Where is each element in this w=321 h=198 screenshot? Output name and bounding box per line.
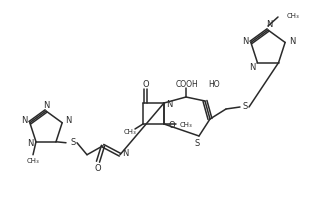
Text: N: N — [249, 63, 256, 72]
Text: N: N — [65, 116, 71, 125]
Text: N: N — [242, 37, 248, 46]
Text: CH₃: CH₃ — [27, 158, 39, 164]
Text: N: N — [21, 116, 27, 125]
Text: CH₃: CH₃ — [287, 13, 300, 19]
Text: CH₃: CH₃ — [180, 122, 192, 128]
Text: N: N — [166, 100, 172, 109]
Text: S: S — [70, 138, 76, 147]
Text: N: N — [122, 149, 128, 158]
Text: S: S — [195, 140, 200, 148]
Text: N: N — [43, 101, 49, 110]
Text: O: O — [95, 164, 101, 173]
Text: HO: HO — [208, 80, 220, 89]
Text: O: O — [169, 121, 175, 129]
Text: CH₃: CH₃ — [124, 129, 136, 135]
Text: N: N — [266, 19, 272, 29]
Text: N: N — [289, 37, 295, 46]
Text: O: O — [142, 80, 149, 89]
Text: N: N — [27, 139, 33, 148]
Text: S: S — [242, 102, 247, 110]
Text: COOH: COOH — [176, 80, 198, 89]
